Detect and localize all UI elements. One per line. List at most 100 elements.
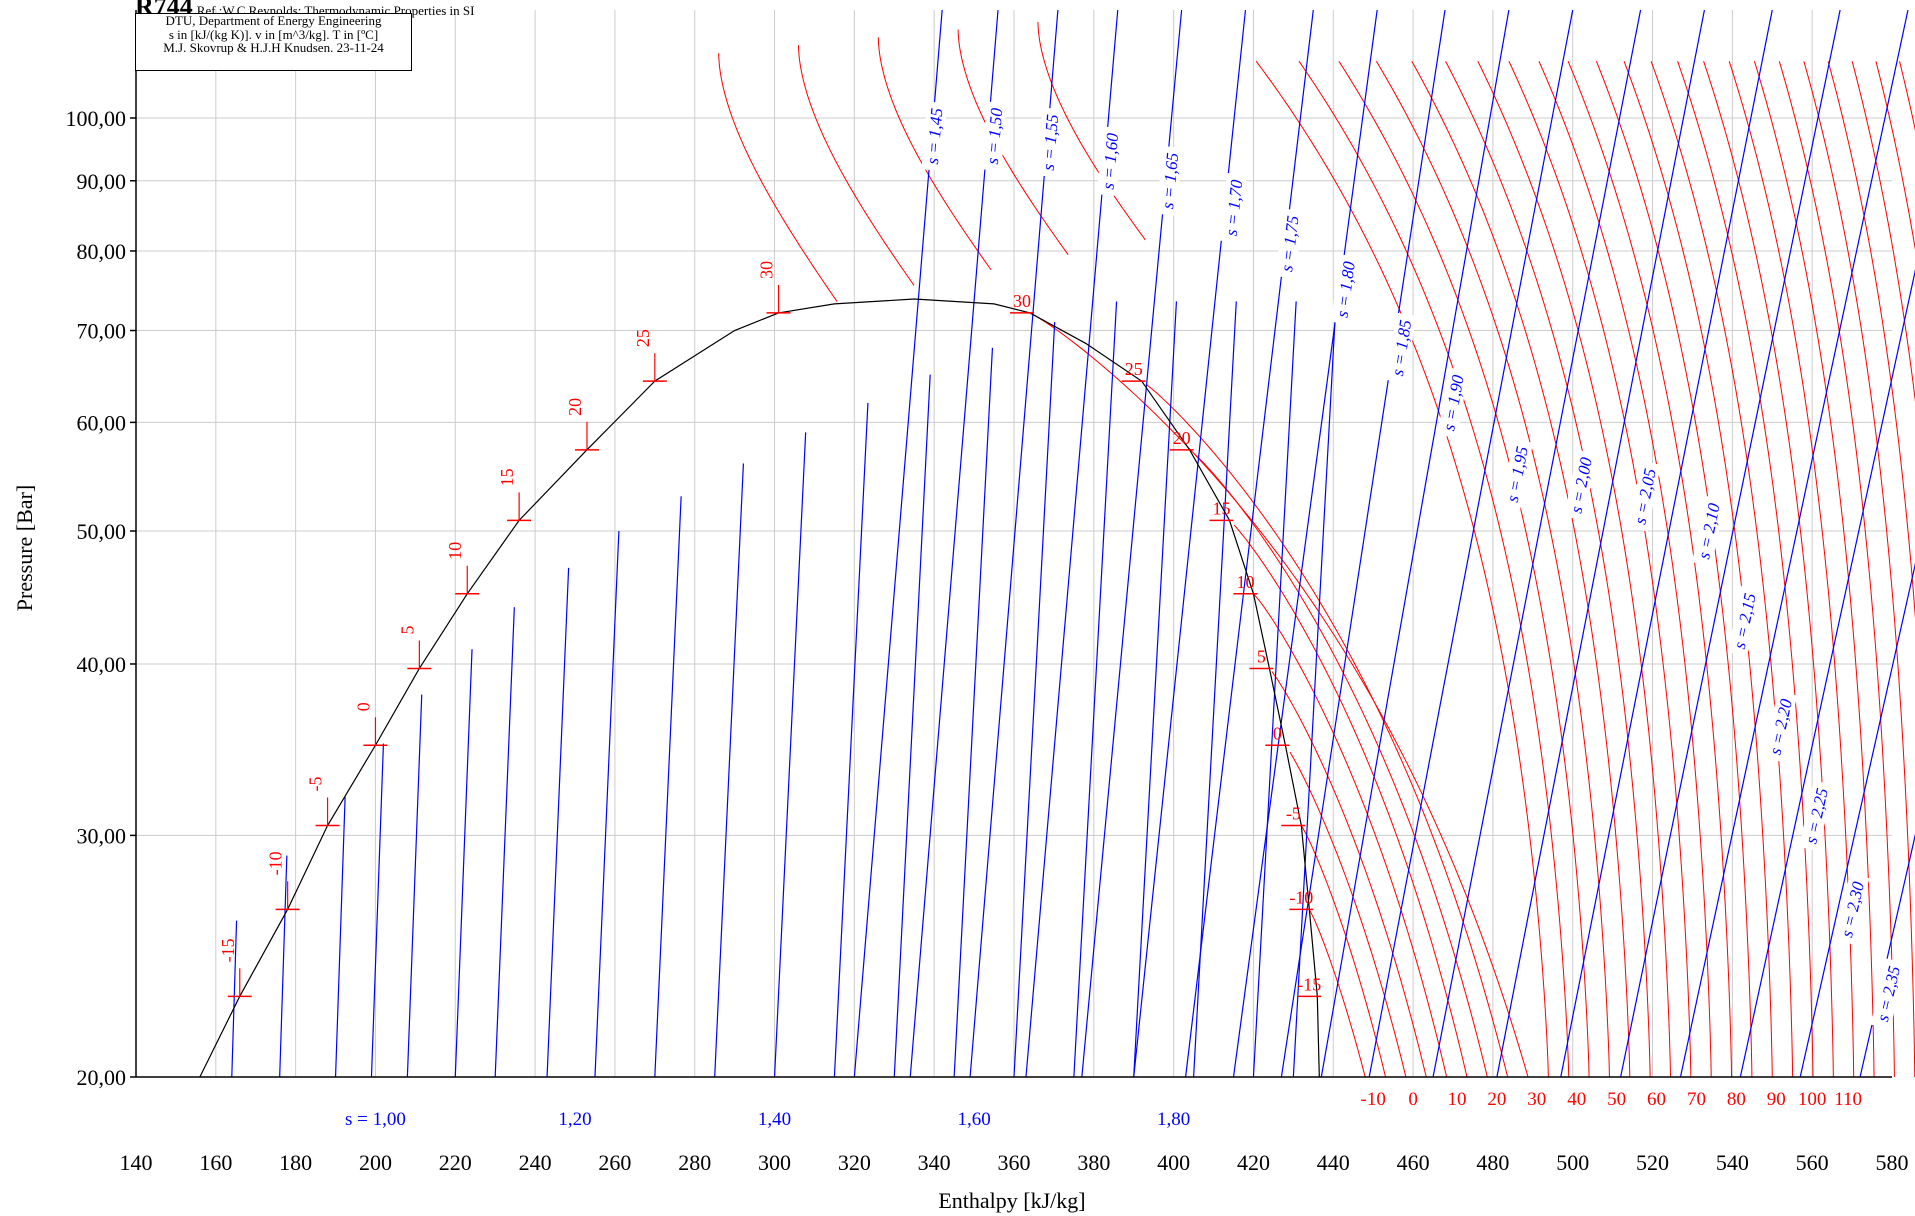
vapor-temp-label: -10 (1289, 887, 1313, 907)
vapor-temp-label: 25 (1125, 359, 1143, 379)
superheat-temp-label: 60 (1647, 1089, 1666, 1110)
liquid-temp-label: -5 (306, 777, 326, 792)
x-tick-label: 140 (120, 1150, 153, 1175)
isentrope-label-bg (1330, 254, 1360, 325)
saturation-dome (199, 298, 1320, 1078)
liquid-isentrope (953, 347, 994, 1078)
liquid-temp-label: 20 (565, 398, 585, 416)
isentrope-line (1739, 269, 1915, 1078)
x-tick-label: 520 (1636, 1150, 1669, 1175)
liquid-temp-label: 30 (757, 261, 777, 279)
isentrope-label-bg (1037, 107, 1063, 178)
x-tick-label: 340 (918, 1150, 951, 1175)
entropy-axis-label: 1,80 (1157, 1109, 1190, 1130)
isotherm-line (1875, 61, 1915, 251)
x-tick-label: 440 (1317, 1150, 1350, 1175)
isentrope-label: s = 1,45 (923, 107, 947, 165)
isotherm-line (1567, 61, 1733, 1078)
isentrope-label-bg (1834, 873, 1870, 945)
superheat-temp-label: 0 (1408, 1089, 1418, 1110)
entropy-axis-label: 1,20 (558, 1109, 591, 1130)
entropy-axis-label: s = 1,00 (345, 1109, 406, 1130)
liquid-isentrope (1292, 301, 1337, 1078)
y-tick-label: 50,00 (77, 519, 127, 544)
isentrope-label-bg (1220, 173, 1247, 243)
isotherm-line (1899, 61, 1915, 131)
y-tick-label: 90,00 (77, 169, 127, 194)
isentrope-label: s = 1,55 (1039, 114, 1063, 172)
isentrope-line (1496, 9, 1706, 1078)
entropy-axis-label: 1,60 (957, 1109, 990, 1130)
vapor-temp-label: 15 (1213, 498, 1231, 518)
x-tick-label: 500 (1556, 1150, 1589, 1175)
isentrope-label-bg (981, 101, 1007, 171)
isotherm-line (1778, 61, 1895, 1078)
isentrope-lines (231, 9, 1915, 1078)
y-tick-label: 100,00 (66, 106, 127, 131)
vapor-temp-label: 30 (1013, 291, 1031, 311)
vapor-temp-label: -15 (1297, 974, 1321, 994)
superheat-temp-label: 20 (1487, 1089, 1506, 1110)
isotherm-line (1508, 60, 1692, 1078)
isotherm-line (1253, 593, 1448, 1078)
isentrope-line (1432, 9, 1642, 1078)
isentrope-label: s = 2,00 (1566, 455, 1596, 514)
isotherm-line (1445, 60, 1651, 1078)
vapor-temp-label: 5 (1257, 646, 1266, 666)
isotherm-line (1803, 61, 1915, 1078)
vapor-temp-label: 0 (1273, 723, 1282, 743)
grid-lines (136, 10, 1892, 1077)
isentrope-label: s = 2,15 (1730, 591, 1760, 650)
isentrope-line (1560, 9, 1773, 1078)
superheat-temp-label: 40 (1567, 1089, 1586, 1110)
supercritical-isotherm (718, 53, 838, 302)
isotherm-line (1338, 60, 1590, 1078)
supercritical-isotherm (877, 37, 992, 271)
isotherm-line (1271, 671, 1427, 1078)
superheat-temp-label: 70 (1687, 1089, 1706, 1110)
isentrope-line (853, 9, 943, 1078)
liquid-temp-label: -10 (266, 851, 286, 875)
liquid-isentrope (279, 855, 288, 1078)
axes: 140 160 180 200 220 240 260 280 300 320 340 360 380 4… (66, 10, 1909, 1175)
isentrope-label: s = 1,60 (1098, 132, 1122, 190)
isentrope-label-bg (1628, 461, 1661, 532)
x-tick-label: 360 (998, 1150, 1031, 1175)
isotherm-line (1595, 61, 1753, 1078)
saturation-curve (199, 298, 1320, 1078)
isentrope-label-bg (1096, 126, 1123, 196)
x-axis-title: Enthalpy [kJ/kg] (938, 1188, 1085, 1213)
liquid-isentrope (1013, 322, 1056, 1078)
isentrope-label-bg (921, 101, 947, 171)
info-line-1: DTU, Department of Energy Engineering (165, 13, 382, 28)
liquid-isentrope (594, 530, 620, 1078)
y-tick-label: 40,00 (77, 652, 127, 677)
isotherm-line (1145, 383, 1509, 1078)
isentrope-label: s = 2,30 (1837, 879, 1868, 939)
isentrope-label: s = 1,85 (1388, 319, 1415, 378)
isotherm-line (1255, 60, 1549, 1078)
superheat-temp-label: 30 (1527, 1089, 1546, 1110)
isotherm-line (1193, 452, 1488, 1078)
isentrope-line (1133, 9, 1247, 1078)
x-tick-label: 320 (838, 1150, 871, 1175)
isotherm-line (1298, 60, 1570, 1078)
isotherm-line (1031, 313, 1529, 1078)
isentrope-label-bg (1386, 312, 1417, 383)
y-tick-label: 30,00 (77, 823, 127, 848)
isentrope-label: s = 1,75 (1277, 215, 1303, 273)
x-tick-label: 540 (1716, 1150, 1749, 1175)
isentrope-label-bg (1564, 449, 1598, 521)
liquid-isentrope (833, 402, 869, 1078)
x-tick-label: 400 (1157, 1150, 1190, 1175)
isentrope-line (909, 9, 999, 1078)
entropy-axis-label: 1,40 (758, 1109, 791, 1130)
isentrope-label-bg (1727, 585, 1761, 657)
superheat-temp-label: 100 (1798, 1089, 1827, 1110)
isotherm-line (1300, 825, 1387, 1078)
y-tick-label: 20,00 (77, 1065, 127, 1090)
liquid-isentrope (654, 496, 682, 1078)
info-line-3: M.J. Skovrup & H.J.H Knudsen. 23-11-24 (163, 40, 384, 55)
isotherm-line (1753, 61, 1875, 1078)
